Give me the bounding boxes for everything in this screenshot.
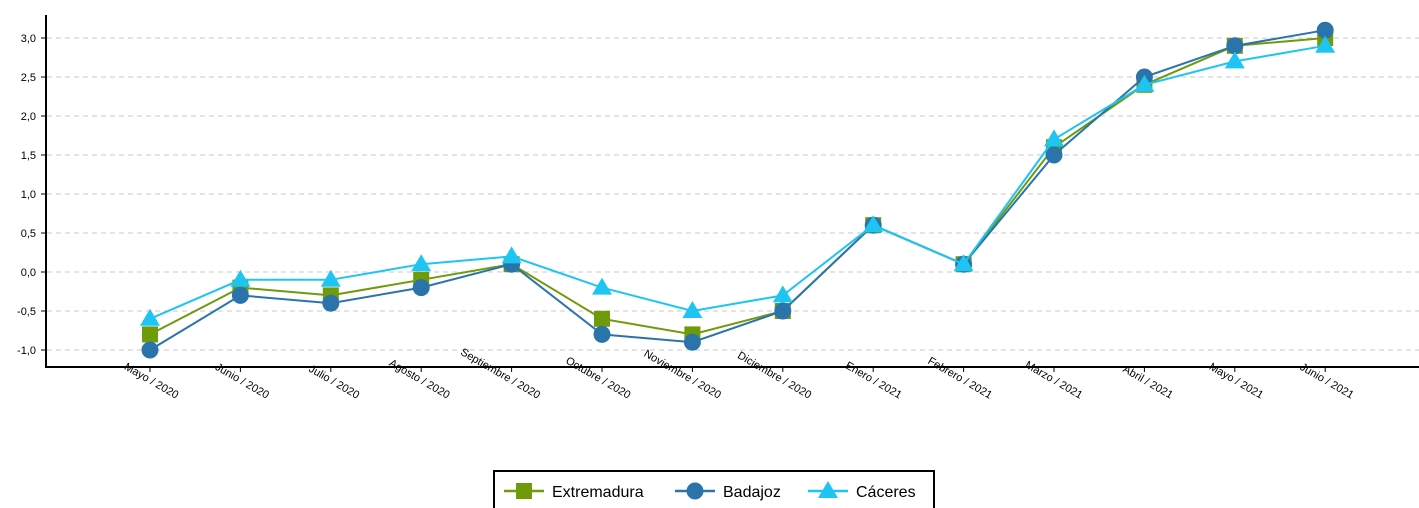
data-point	[683, 333, 701, 351]
x-tick-label: Diciembre / 2020	[735, 350, 813, 402]
legend-label: Badajoz	[723, 484, 781, 501]
series-line	[149, 44, 1326, 320]
data-point	[140, 308, 160, 326]
legend-item[interactable]: Badajoz	[675, 482, 781, 502]
data-point	[320, 269, 341, 287]
x-tick-label: Julio / 2020	[307, 363, 362, 402]
y-tick-label: 3,0	[21, 33, 36, 45]
y-tick-label: 2,5	[21, 72, 36, 84]
legend-marker	[686, 482, 704, 500]
data-point	[501, 246, 522, 264]
y-tick-label: 1,5	[21, 150, 36, 162]
legend-item[interactable]: Cáceres	[808, 481, 916, 501]
data-point	[1044, 129, 1064, 147]
data-point	[682, 301, 703, 318]
y-tick-label: 0,5	[21, 228, 36, 240]
legend-box	[493, 470, 935, 508]
y-tick-label: 1,0	[21, 189, 36, 201]
series-group	[140, 21, 1336, 359]
x-tick-label: Febrero / 2021	[926, 355, 994, 401]
y-axis-ticks: -1,0 -0,5 0,0 0,5 1,0 1,5 2,0 2,5 3,0	[17, 33, 46, 357]
x-tick-label: Noviembre / 2020	[642, 348, 723, 402]
legend-label: Extremadura	[552, 484, 644, 501]
x-tick-label: Enero / 2021	[843, 360, 904, 402]
legend[interactable]: Extremadura Badajoz Cáceres	[493, 470, 935, 508]
data-point	[142, 326, 158, 343]
x-tick-label: Octubre / 2020	[563, 355, 632, 402]
data-point	[592, 277, 612, 295]
x-axis-ticks: Mayo / 2020 Junio / 2020 Julio / 2020 Agost…	[122, 346, 1356, 401]
data-point	[863, 215, 884, 233]
data-point	[141, 341, 159, 359]
data-point	[1316, 21, 1334, 39]
data-point	[772, 285, 793, 303]
x-tick-label: Abril / 2021	[1121, 363, 1175, 401]
data-point	[1315, 35, 1336, 53]
data-point	[1226, 37, 1244, 55]
data-point	[231, 286, 249, 304]
y-tick-label: -1,0	[17, 345, 36, 357]
legend-label: Cáceres	[856, 484, 916, 501]
x-tick-label: Agosto / 2020	[387, 357, 452, 401]
legend-marker	[818, 481, 838, 498]
data-point	[594, 310, 610, 327]
x-tick-label: Septiembre / 2020	[458, 346, 542, 401]
data-point	[322, 294, 340, 312]
y-tick-label: -0,5	[17, 306, 36, 318]
data-point	[774, 302, 792, 320]
legend-marker	[516, 483, 532, 499]
legend-item[interactable]: Extremadura	[504, 483, 644, 501]
data-point	[1224, 51, 1245, 69]
data-point	[1045, 146, 1063, 164]
data-point	[411, 254, 432, 272]
x-tick-label: Marzo / 2021	[1023, 359, 1085, 401]
series-line	[149, 29, 1326, 351]
data-point	[953, 254, 974, 272]
series-line	[149, 37, 1326, 336]
data-point	[1134, 74, 1155, 92]
data-point	[230, 269, 251, 287]
gridlines	[47, 37, 1419, 351]
y-tick-label: 0,0	[21, 267, 36, 279]
series-2	[140, 35, 1336, 326]
y-tick-label: 2,0	[21, 111, 36, 123]
data-point	[412, 279, 430, 297]
data-point	[593, 325, 611, 343]
series-1	[141, 21, 1334, 359]
